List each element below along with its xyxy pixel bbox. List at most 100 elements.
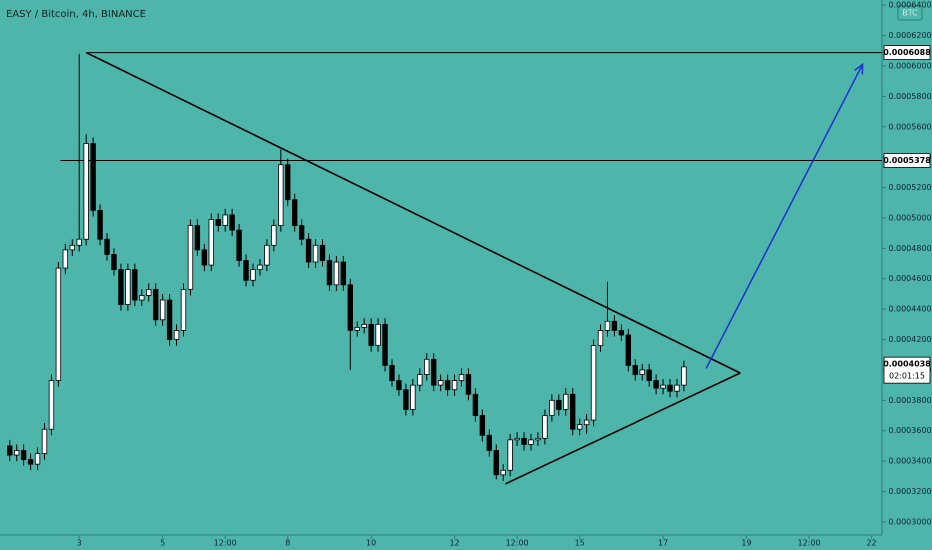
- candle-body: [583, 419, 590, 426]
- candle-body: [535, 437, 541, 441]
- candle-body: [48, 380, 55, 430]
- x-tick-label: 8: [285, 539, 290, 548]
- candle-body: [194, 225, 201, 251]
- candle-body: [639, 369, 645, 375]
- candle-body: [625, 334, 632, 366]
- price-label-box: [883, 45, 931, 60]
- badge-box: [897, 5, 923, 21]
- candle-body: [563, 393, 569, 410]
- y-tick-label: 0.0004600: [888, 274, 931, 283]
- candle-body: [500, 469, 506, 476]
- badge: BTC: [902, 9, 918, 18]
- candle-body: [208, 219, 214, 266]
- candle-body: [549, 399, 555, 416]
- arrow-head: [854, 62, 864, 75]
- candle-body: [180, 288, 187, 331]
- y-tick-label: 0.0003800: [888, 396, 931, 405]
- candle-body: [118, 269, 124, 305]
- x-tick-label: 12:00: [214, 539, 237, 548]
- candle-body: [403, 389, 409, 410]
- candle-body: [90, 143, 96, 211]
- x-tick-label: 19: [741, 539, 751, 548]
- candle-body: [111, 254, 117, 271]
- candle-body: [556, 399, 562, 410]
- candle-body: [20, 450, 27, 461]
- candle-body: [632, 364, 638, 375]
- candle-body: [660, 384, 666, 389]
- candle-body: [493, 450, 499, 476]
- candle-body: [354, 326, 360, 331]
- x-tick-label: 10: [366, 539, 376, 548]
- candle-body: [222, 214, 228, 226]
- y-tick-label: 0.0005000: [888, 213, 931, 222]
- candle-body: [132, 269, 138, 301]
- x-tick-label: 5: [160, 539, 165, 548]
- arrow: [705, 64, 864, 369]
- price-label: 0.0006088: [883, 48, 931, 57]
- countdown: 02:01:15: [889, 372, 925, 381]
- candle-body: [271, 225, 277, 246]
- y-tick-label: 0.0003000: [888, 517, 931, 526]
- price-label-box: [883, 153, 931, 168]
- x-tick-label: 12:00: [506, 539, 529, 548]
- candle-body: [292, 199, 298, 226]
- candle-body: [472, 393, 479, 416]
- y-tick-label: 0.0005600: [888, 122, 931, 131]
- candle-body: [528, 439, 534, 445]
- candle-body: [437, 380, 444, 386]
- candle-body: [417, 374, 423, 386]
- candle-body: [444, 380, 451, 391]
- candle-body: [507, 439, 513, 471]
- y-tick-label: 0.0004400: [888, 305, 931, 314]
- candle-body: [312, 244, 319, 263]
- candle-body: [611, 320, 618, 331]
- x-tick-label: 12: [449, 539, 459, 548]
- candle-body: [250, 269, 256, 281]
- y-tick-label: 0.0006000: [888, 61, 931, 70]
- candle-body: [570, 393, 576, 430]
- candle-body: [159, 299, 166, 321]
- candle-body: [62, 249, 69, 269]
- candle-body: [83, 143, 89, 240]
- x-tick-label: 17: [658, 539, 668, 548]
- candle-body: [347, 284, 353, 331]
- candle-body: [104, 238, 110, 255]
- candle-body: [298, 225, 305, 240]
- candle-body: [514, 437, 520, 441]
- candle-body: [368, 323, 374, 347]
- x-tick-label: 15: [575, 539, 585, 548]
- y-tick-label: 0.0004200: [888, 335, 931, 344]
- candle-body: [34, 453, 41, 465]
- candle-body: [229, 214, 235, 231]
- candle-body: [305, 238, 312, 263]
- candle-body: [333, 261, 340, 286]
- candle-body: [166, 299, 173, 340]
- candle-body: [674, 384, 680, 392]
- candle-body: [653, 380, 659, 389]
- candle-body: [173, 330, 180, 340]
- candle-body: [542, 415, 548, 439]
- y-tick-label: 0.0003600: [888, 426, 931, 435]
- candle-body: [382, 323, 388, 366]
- candle-body: [431, 358, 437, 386]
- y-tick-label: 0.0005200: [888, 183, 931, 192]
- candle-body: [389, 364, 395, 381]
- x-tick-label: 3: [77, 539, 82, 548]
- candle-body: [215, 219, 221, 226]
- candle-body: [681, 366, 687, 386]
- candle-body: [521, 437, 527, 445]
- candle-body: [597, 330, 604, 347]
- candle-body: [285, 164, 291, 201]
- candle-body: [187, 225, 194, 290]
- y-tick-label: 0.0006200: [888, 31, 931, 40]
- candle-body: [278, 164, 284, 226]
- candle-body: [646, 369, 652, 381]
- candle-body: [375, 323, 381, 347]
- candle-body: [326, 260, 333, 286]
- candle-body: [667, 384, 673, 392]
- candle-body: [257, 264, 263, 271]
- trendline: [504, 372, 741, 485]
- candle-body: [125, 269, 131, 305]
